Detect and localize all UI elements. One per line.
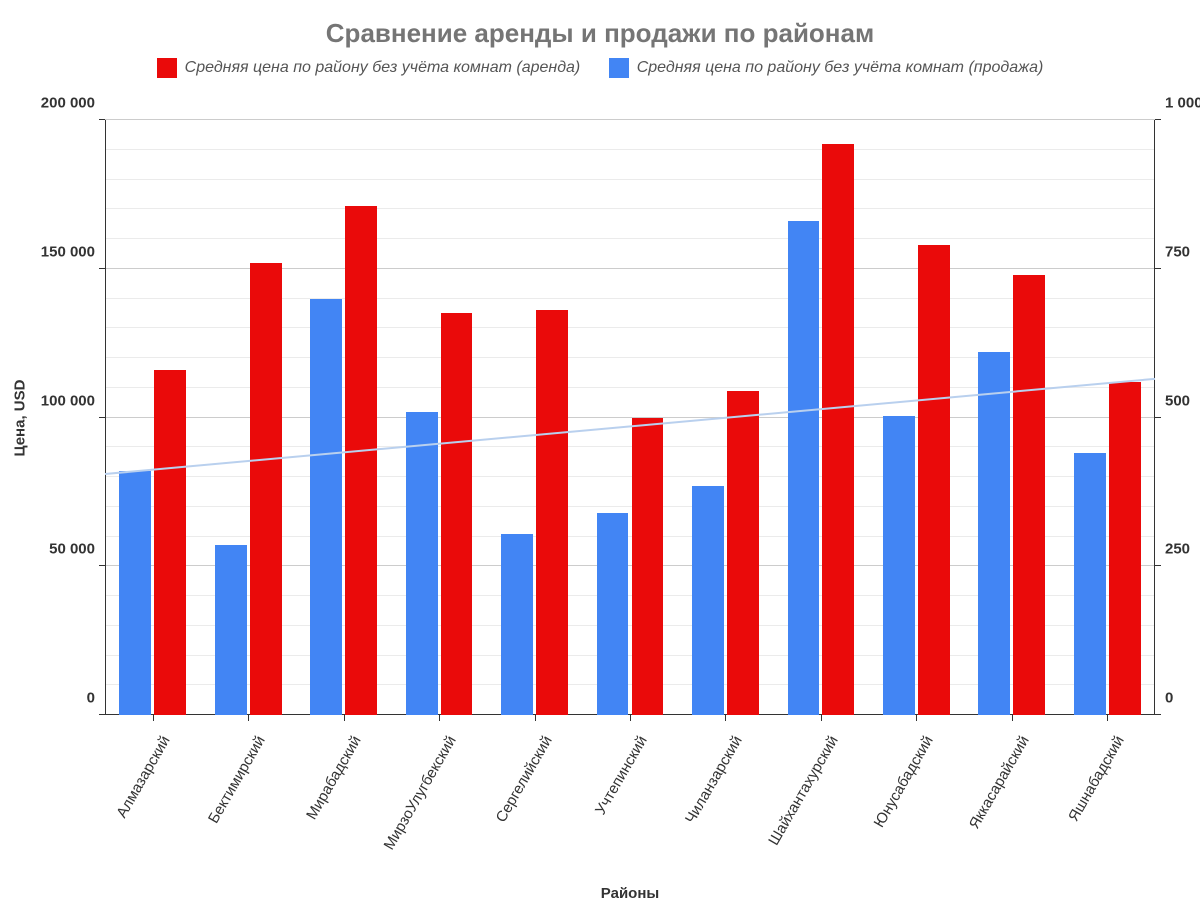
y-right-tick: 250 <box>1155 541 1190 558</box>
y-axis-title: Цена, USD <box>12 379 29 456</box>
tick-mark <box>1155 417 1161 418</box>
bar-rent <box>632 418 664 716</box>
plot-area: 050 000100 000150 000200 00002505007501 … <box>105 120 1155 715</box>
bar-sale <box>978 352 1010 715</box>
tick-mark <box>630 715 631 721</box>
bar-rent <box>918 245 950 715</box>
tick-mark <box>1155 565 1161 566</box>
bar-rent <box>1109 382 1141 715</box>
legend-item-sale: Средняя цена по району без учёта комнат … <box>609 58 1044 78</box>
y-right-axis-line <box>1154 120 1155 715</box>
tick-mark <box>725 715 726 721</box>
bar-sale <box>788 221 820 715</box>
tick-mark <box>821 715 822 721</box>
chart-legend: Средняя цена по району без учёта комнат … <box>0 58 1200 83</box>
legend-label-sale: Средняя цена по району без учёта комнат … <box>637 59 1044 77</box>
chart-title: Сравнение аренды и продажи по районам <box>0 18 1200 49</box>
legend-label-rent: Средняя цена по району без учёта комнат … <box>185 59 581 77</box>
x-axis-title: Районы <box>105 885 1155 902</box>
bar-sale <box>1074 453 1106 715</box>
gridline <box>105 149 1155 150</box>
y-right-tick: 0 <box>1155 690 1173 707</box>
tick-mark <box>1155 268 1161 269</box>
tick-mark <box>916 715 917 721</box>
tick-mark <box>1012 715 1013 721</box>
y-left-tick: 0 <box>87 690 105 707</box>
y-left-tick: 150 000 <box>41 243 105 260</box>
bar-sale <box>215 545 247 715</box>
bar-rent <box>441 313 473 715</box>
bar-rent <box>345 206 377 715</box>
gridline <box>105 179 1155 180</box>
bar-sale <box>119 471 151 715</box>
tick-mark <box>248 715 249 721</box>
chart-container: Сравнение аренды и продажи по районам Ср… <box>0 0 1200 913</box>
tick-mark <box>439 715 440 721</box>
tick-mark <box>344 715 345 721</box>
tick-mark <box>1155 119 1161 120</box>
legend-swatch-rent <box>157 58 177 78</box>
gridline <box>105 119 1155 120</box>
y-left-tick: 100 000 <box>41 392 105 409</box>
bar-sale <box>597 513 629 715</box>
bar-rent <box>727 391 759 715</box>
bar-sale <box>406 412 438 715</box>
bar-sale <box>310 299 342 716</box>
gridline <box>105 238 1155 239</box>
bar-sale <box>692 486 724 715</box>
y-right-tick: 750 <box>1155 243 1190 260</box>
bar-rent <box>822 144 854 715</box>
y-right-tick: 1 000 <box>1155 95 1200 112</box>
bar-sale <box>501 534 533 715</box>
bar-rent <box>250 263 282 715</box>
gridline <box>105 208 1155 209</box>
bar-rent <box>1013 275 1045 715</box>
y-right-tick: 500 <box>1155 392 1190 409</box>
legend-item-rent: Средняя цена по району без учёта комнат … <box>157 58 581 78</box>
y-left-axis-line <box>105 120 106 715</box>
y-left-tick: 200 000 <box>41 95 105 112</box>
tick-mark <box>1107 715 1108 721</box>
tick-mark <box>153 715 154 721</box>
bar-sale <box>883 416 915 715</box>
bar-rent <box>154 370 186 715</box>
tick-mark <box>535 715 536 721</box>
bar-rent <box>536 310 568 715</box>
legend-swatch-sale <box>609 58 629 78</box>
tick-mark <box>1155 714 1161 715</box>
y-left-tick: 50 000 <box>49 541 105 558</box>
